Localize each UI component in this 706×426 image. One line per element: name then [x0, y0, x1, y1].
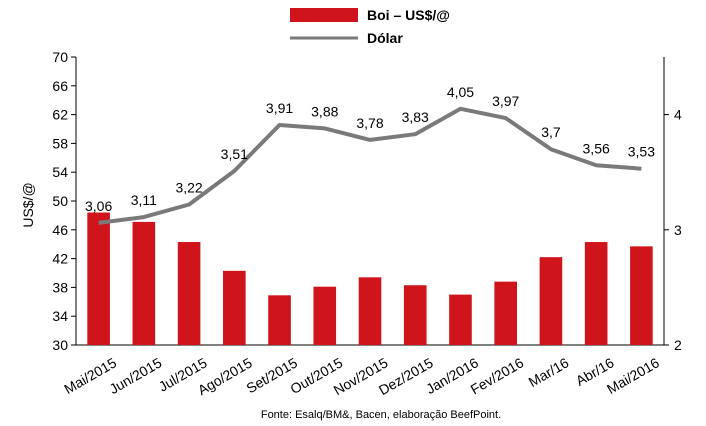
data-label-dolar: 4,05 [447, 84, 474, 100]
data-label-dolar: 3,91 [266, 100, 293, 116]
x-tick-label: Mai/2016 [604, 354, 662, 397]
bar-boi [630, 246, 653, 345]
bar-series-boi [87, 212, 653, 345]
left-tick-label: 50 [52, 193, 68, 209]
line-data-labels: 3,06 3,11 3,22 3,51 3,91 3,88 3,78 3,83 4,05 3,97… [85, 84, 655, 214]
data-label-dolar: 3,53 [628, 144, 655, 160]
legend-swatch-boi [290, 8, 358, 22]
left-tick-label: 30 [52, 337, 68, 353]
bar-boi [87, 212, 110, 345]
left-tick-label: 46 [52, 222, 68, 238]
legend: Boi – US$/@ Dólar [290, 7, 450, 46]
source-note: Fonte: Esalq/BM&, Bacen, elaboração Beef… [261, 409, 501, 421]
y-axis-title: US$/@ [20, 182, 36, 227]
left-tick-label: 54 [52, 164, 68, 180]
left-tick-label: 34 [52, 308, 68, 324]
data-label-dolar: 3,56 [583, 140, 610, 156]
bar-boi [539, 257, 563, 345]
bar-boi [403, 285, 427, 345]
data-label-dolar: 3,22 [175, 179, 202, 195]
left-axis-ticks: 70 66 62 58 54 50 46 42 38 34 30 [52, 49, 76, 353]
left-tick-label: 42 [52, 251, 68, 267]
line-series-dolar [98, 106, 642, 225]
data-label-dolar: 3,51 [221, 146, 248, 162]
data-label-dolar: 3,83 [402, 109, 429, 125]
right-tick-label: 3 [674, 222, 682, 238]
left-tick-label: 58 [52, 135, 68, 151]
bar-boi [177, 242, 201, 345]
left-tick-label: 38 [52, 279, 68, 295]
bar-boi [358, 277, 382, 345]
bar-boi [494, 281, 517, 345]
right-tick-label: 4 [674, 107, 682, 123]
x-axis-ticks: Mai/2015Jun/2015Jul/2015Ago/2015Set/2015… [61, 354, 662, 398]
data-label-dolar: 3,88 [311, 103, 338, 119]
x-tick-label: Mar/16 [526, 354, 572, 390]
data-label-dolar: 3,11 [131, 192, 157, 208]
bar-boi [449, 294, 472, 345]
right-axis-ticks: 4 3 2 [664, 107, 682, 353]
bar-boi [313, 286, 337, 345]
bar-boi [223, 270, 246, 345]
left-tick-label: 62 [52, 107, 68, 123]
bar-boi [132, 221, 156, 345]
data-label-dolar: 3,7 [541, 124, 561, 140]
bar-boi [268, 295, 291, 345]
left-tick-label: 66 [52, 78, 68, 94]
right-tick-label: 2 [674, 337, 682, 353]
left-tick-label: 70 [52, 49, 68, 65]
data-label-dolar: 3,97 [492, 93, 519, 109]
x-tick-label: Jun/2015 [106, 354, 164, 397]
data-label-dolar: 3,78 [356, 115, 383, 131]
line-dolar [98, 106, 642, 225]
bar-boi [584, 242, 608, 345]
legend-label-dolar: Dólar [367, 30, 403, 46]
legend-label-boi: Boi – US$/@ [367, 7, 450, 23]
data-label-dolar: 3,06 [85, 198, 112, 214]
